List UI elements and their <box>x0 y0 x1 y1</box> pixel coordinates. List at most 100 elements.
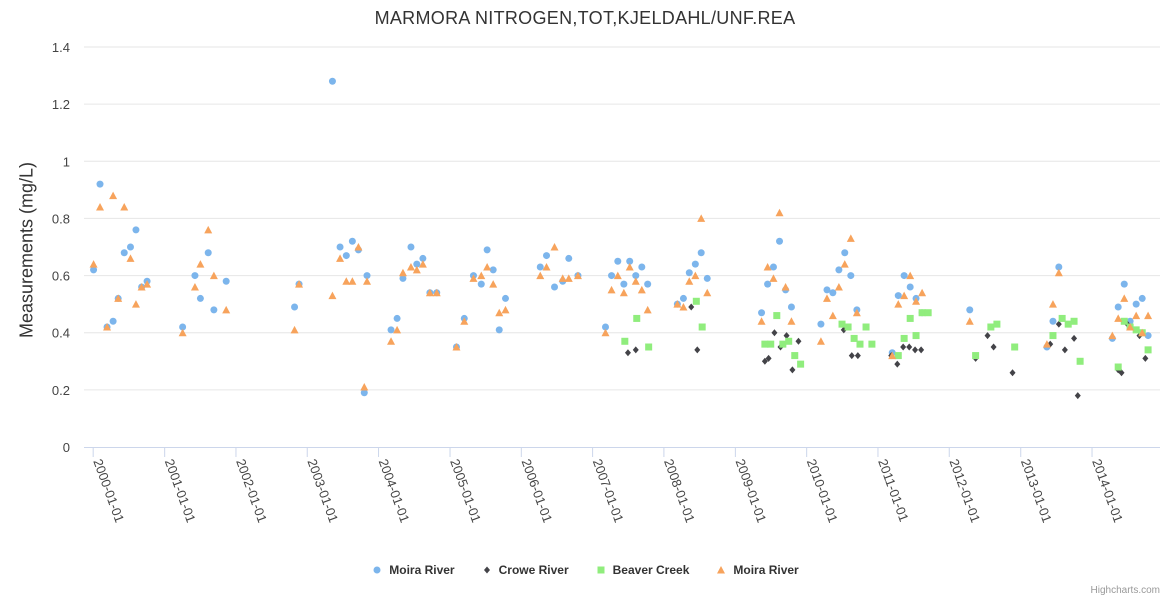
y-tick-label: 1 <box>63 154 70 169</box>
data-point-series-2 <box>688 303 695 311</box>
data-point-series-3 <box>761 340 769 348</box>
legend-square-icon <box>597 566 605 574</box>
data-point-series-4 <box>398 268 407 277</box>
data-point-series-2 <box>854 352 861 360</box>
data-point-series-2 <box>984 332 991 340</box>
legend-item-series-2[interactable]: Crowe River <box>481 563 569 577</box>
data-point-series-1 <box>697 249 705 257</box>
data-point-series-4 <box>137 283 146 291</box>
data-point-series-1 <box>1114 303 1122 311</box>
data-point-series-3 <box>856 340 864 348</box>
data-point-series-4 <box>542 263 551 271</box>
data-point-series-4 <box>495 308 504 317</box>
x-tick-label: 2006-01-01 <box>518 457 555 525</box>
x-tick-label: 2005-01-01 <box>447 457 484 525</box>
data-point-series-4 <box>120 203 129 211</box>
data-point-series-4 <box>354 243 363 251</box>
data-point-series-4 <box>290 325 299 334</box>
data-point-series-3 <box>1144 346 1152 354</box>
data-point-series-4 <box>673 300 682 308</box>
data-point-series-4 <box>906 271 915 280</box>
data-point-series-4 <box>1126 323 1135 331</box>
data-point-series-4 <box>1132 311 1141 320</box>
data-point-series-2 <box>624 349 631 357</box>
data-point-series-2 <box>771 329 778 337</box>
data-point-series-4 <box>816 337 825 345</box>
data-point-series-1 <box>204 249 212 257</box>
data-point-series-4 <box>348 277 357 285</box>
data-point-series-4 <box>573 271 582 280</box>
data-point-series-4 <box>109 191 118 200</box>
x-tick-label: 2003-01-01 <box>304 457 341 525</box>
data-point-series-3 <box>1076 357 1084 365</box>
data-point-series-4 <box>412 265 421 274</box>
data-point-series-1 <box>126 243 134 251</box>
data-point-series-1 <box>328 77 336 85</box>
data-point-series-3 <box>1070 317 1078 325</box>
data-point-series-4 <box>619 288 628 297</box>
data-point-series-4 <box>775 208 784 217</box>
data-point-series-2 <box>990 343 997 351</box>
data-point-series-1 <box>536 263 544 271</box>
data-point-series-1 <box>614 257 622 265</box>
data-point-series-1 <box>626 257 634 265</box>
data-point-series-2 <box>912 346 919 354</box>
data-point-series-1 <box>489 266 497 274</box>
legend-diamond-icon <box>483 566 490 574</box>
data-point-series-4 <box>418 260 427 268</box>
legend-triangle-icon <box>717 566 726 574</box>
legend-item-series-4[interactable]: Moira River <box>715 563 799 577</box>
y-tick-label: 0.2 <box>52 383 70 398</box>
data-point-series-4 <box>550 243 559 251</box>
data-point-series-1 <box>90 266 98 274</box>
chart-legend: Moira River Crowe River Beaver Creek Moira … <box>0 563 1170 577</box>
data-point-series-1 <box>501 294 509 302</box>
data-point-series-1 <box>608 272 616 280</box>
data-point-series-1 <box>1138 294 1146 302</box>
data-point-series-1 <box>841 249 849 257</box>
x-tick-label: 2011-01-01 <box>875 457 912 524</box>
data-point-series-4 <box>625 263 634 271</box>
data-point-series-4 <box>387 337 396 345</box>
data-point-series-3 <box>773 312 781 320</box>
data-point-series-4 <box>757 317 766 325</box>
data-point-series-4 <box>691 271 700 280</box>
data-point-series-3 <box>894 352 902 360</box>
legend-label: Beaver Creek <box>612 563 690 577</box>
data-point-series-1 <box>191 272 199 280</box>
data-point-series-2 <box>906 343 913 351</box>
data-point-series-4 <box>601 328 610 337</box>
data-point-series-4 <box>406 263 415 271</box>
data-point-series-3 <box>698 323 706 331</box>
data-point-series-1 <box>291 303 299 311</box>
data-point-series-4 <box>912 297 921 305</box>
data-point-series-4 <box>328 291 337 300</box>
data-point-series-4 <box>1042 340 1051 348</box>
data-point-series-1 <box>363 272 371 280</box>
data-point-series-4 <box>460 317 469 325</box>
data-point-series-3 <box>797 360 805 368</box>
data-point-series-2 <box>789 366 796 374</box>
legend-item-series-1[interactable]: Moira River <box>371 563 455 577</box>
x-tick-label: 2009-01-01 <box>733 457 770 525</box>
data-point-series-4 <box>222 305 231 314</box>
legend-item-series-3[interactable]: Beaver Creek <box>595 563 690 577</box>
data-point-series-4 <box>103 323 112 331</box>
data-point-series-4 <box>607 285 616 294</box>
credits-link[interactable]: Highcharts.com <box>1090 585 1160 596</box>
x-tick-label: 2007-01-01 <box>590 457 627 525</box>
data-point-series-4 <box>393 325 402 334</box>
data-point-series-1 <box>407 243 415 251</box>
legend-label: Crowe River <box>498 563 569 577</box>
data-point-series-1 <box>1049 317 1057 325</box>
data-point-series-4 <box>1144 311 1153 320</box>
data-point-series-3 <box>918 309 926 317</box>
data-point-series-1 <box>360 389 368 397</box>
data-point-series-1 <box>1120 280 1128 288</box>
data-point-series-4 <box>900 291 909 300</box>
data-point-series-3 <box>692 297 700 305</box>
data-point-series-1 <box>222 277 230 285</box>
data-point-series-3 <box>1132 326 1140 334</box>
data-point-series-1 <box>196 294 204 302</box>
